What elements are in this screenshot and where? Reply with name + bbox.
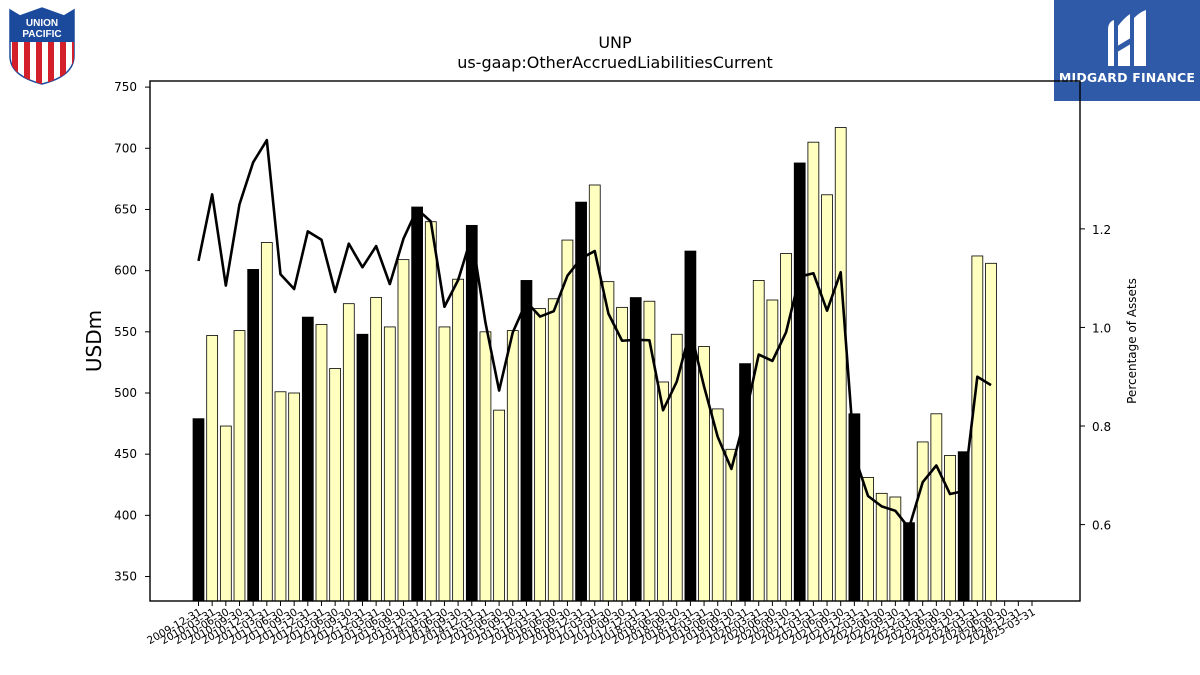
bar [684, 250, 697, 602]
bar [465, 224, 478, 602]
pct-assets-series [197, 138, 992, 530]
bar [875, 492, 888, 602]
y2-tick-label: 0.6 [1092, 519, 1111, 533]
bar [520, 280, 533, 602]
bar [752, 280, 765, 602]
bar [219, 425, 232, 602]
y2-tick-label: 1.2 [1092, 223, 1111, 237]
bar [452, 278, 464, 602]
left-axis: 350 400 450 500 550 600 650 700 750 [114, 80, 150, 584]
y-tick-label: 400 [114, 508, 137, 522]
logo-line2: PACIFIC [22, 29, 61, 40]
y-tick-label: 550 [114, 325, 137, 339]
y-tick-label: 450 [114, 447, 137, 461]
chart-title: UNP [598, 33, 632, 52]
union-pacific-shield-icon: UNION PACIFIC [9, 7, 75, 85]
bar [534, 308, 546, 602]
bar [807, 141, 820, 602]
bar [260, 242, 273, 602]
bar [657, 381, 669, 602]
bar [944, 454, 956, 602]
bar [821, 194, 833, 602]
y2-axis-label: Percentage of Assets [1125, 278, 1139, 404]
bar [383, 326, 396, 602]
bar-series [192, 127, 997, 602]
y-tick-label: 650 [114, 202, 137, 216]
bar [233, 330, 246, 602]
bar [957, 451, 970, 602]
bar [329, 368, 342, 602]
y-axis-label: USDm [82, 310, 106, 372]
bar [930, 413, 943, 602]
bar [588, 184, 601, 602]
bar [411, 206, 423, 602]
bar [602, 281, 615, 602]
right-axis: 0.6 0.8 1.0 1.2 [1080, 223, 1111, 533]
y-tick-label: 700 [114, 141, 137, 155]
bar [834, 127, 847, 602]
bar [780, 253, 792, 602]
logo-line1: UNION [26, 18, 58, 29]
chart-subtitle: us-gaap:OtherAccruedLiabilitiesCurrent [457, 53, 773, 72]
bar [506, 330, 519, 602]
bar [479, 331, 492, 602]
bar [766, 299, 779, 602]
union-pacific-logo: UNION PACIFIC [6, 6, 78, 90]
bar [547, 298, 560, 602]
bar [725, 448, 738, 602]
bar [438, 326, 451, 602]
bar [342, 303, 355, 602]
bar [616, 306, 628, 602]
y-tick-label: 600 [114, 264, 137, 278]
pct-assets-line [197, 138, 992, 530]
bar [985, 262, 997, 602]
y-tick-label: 500 [114, 386, 137, 400]
bar [356, 333, 369, 602]
midgard-finance-badge: MIDGARD FINANCE [1054, 0, 1200, 101]
bar [192, 418, 205, 602]
x-axis: 2009-12-312010-03-312010-06-302010-09-30… [145, 601, 1038, 647]
bar [793, 162, 806, 602]
bar [370, 297, 382, 602]
y2-tick-label: 0.8 [1092, 420, 1111, 434]
y-tick-label: 750 [114, 80, 137, 94]
plot-frame [149, 80, 1081, 602]
bar [397, 259, 410, 602]
bar [274, 391, 287, 602]
bar [301, 316, 314, 602]
bar [629, 297, 642, 602]
y-tick-label: 350 [114, 570, 137, 584]
bar [971, 255, 984, 602]
bar [288, 392, 301, 602]
bar [561, 239, 574, 602]
bar [206, 335, 219, 602]
bar [424, 221, 437, 602]
brand-name: MIDGARD FINANCE [1058, 70, 1196, 85]
bar [670, 333, 683, 602]
bar [493, 409, 505, 602]
bar [315, 324, 328, 602]
y2-tick-label: 1.0 [1092, 321, 1111, 335]
bar [903, 522, 915, 602]
bar [916, 441, 929, 602]
midgard-mark-icon [1108, 10, 1146, 66]
bar [247, 269, 260, 602]
